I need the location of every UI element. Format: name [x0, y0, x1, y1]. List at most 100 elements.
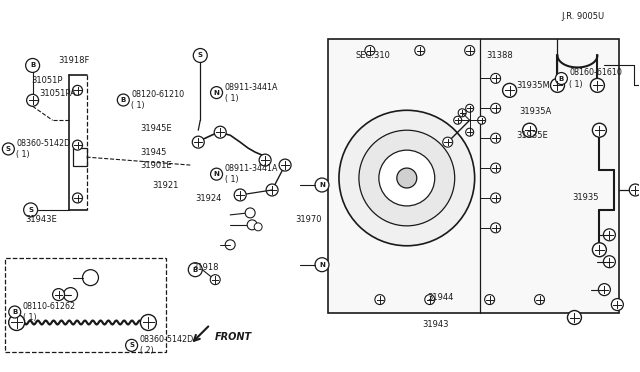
Bar — [328, 39, 620, 312]
Circle shape — [443, 137, 452, 147]
Circle shape — [9, 306, 20, 318]
Circle shape — [379, 150, 435, 206]
Bar — [4, 258, 166, 352]
Circle shape — [72, 140, 83, 150]
Circle shape — [193, 48, 207, 62]
Circle shape — [9, 314, 25, 330]
Circle shape — [491, 223, 500, 233]
Text: SEC.310: SEC.310 — [355, 51, 390, 60]
Text: 31944: 31944 — [428, 293, 454, 302]
Text: 31388: 31388 — [486, 51, 513, 60]
Text: N: N — [319, 262, 325, 268]
Circle shape — [465, 45, 475, 55]
Text: 08110-61262
( 1): 08110-61262 ( 1) — [23, 302, 76, 322]
Circle shape — [550, 78, 564, 92]
Circle shape — [225, 240, 235, 250]
Circle shape — [522, 123, 536, 137]
Circle shape — [502, 83, 516, 97]
Text: 31943: 31943 — [422, 321, 449, 330]
Circle shape — [593, 243, 606, 257]
Circle shape — [188, 263, 202, 277]
Circle shape — [259, 154, 271, 166]
Text: 31051P: 31051P — [31, 76, 63, 85]
Text: 31945: 31945 — [140, 148, 166, 157]
Text: 31918: 31918 — [192, 263, 219, 272]
Circle shape — [491, 73, 500, 83]
Text: 31970: 31970 — [296, 215, 322, 224]
Circle shape — [415, 45, 425, 55]
Text: B: B — [559, 76, 564, 81]
Circle shape — [611, 299, 623, 311]
Circle shape — [375, 295, 385, 305]
Circle shape — [425, 295, 435, 305]
Bar — [72, 148, 86, 166]
Circle shape — [491, 133, 500, 143]
Text: B: B — [12, 309, 17, 315]
Text: 08360-5142D
( 2): 08360-5142D ( 2) — [140, 335, 194, 355]
Text: 31924: 31924 — [195, 195, 222, 203]
Circle shape — [245, 208, 255, 218]
Circle shape — [140, 314, 156, 330]
Text: J.R. 9005U: J.R. 9005U — [561, 12, 605, 21]
Circle shape — [211, 87, 223, 99]
Circle shape — [315, 178, 329, 192]
Circle shape — [591, 78, 604, 92]
Text: 31935M: 31935M — [516, 81, 550, 90]
Circle shape — [491, 103, 500, 113]
Circle shape — [397, 168, 417, 188]
Circle shape — [339, 110, 475, 246]
Circle shape — [491, 163, 500, 173]
Text: 31945E: 31945E — [140, 124, 172, 133]
Circle shape — [125, 339, 138, 351]
Text: 08120-61210
( 1): 08120-61210 ( 1) — [131, 90, 184, 110]
Text: B: B — [193, 267, 198, 273]
Circle shape — [454, 116, 461, 124]
Circle shape — [458, 109, 466, 117]
Circle shape — [27, 94, 38, 106]
Circle shape — [359, 130, 454, 226]
Text: 08911-3441A
( 1): 08911-3441A ( 1) — [225, 164, 278, 184]
Circle shape — [568, 311, 581, 324]
Circle shape — [72, 86, 83, 95]
Circle shape — [604, 229, 615, 241]
Circle shape — [534, 295, 545, 305]
Circle shape — [247, 220, 257, 230]
Circle shape — [72, 193, 83, 203]
Circle shape — [24, 203, 38, 217]
Text: 08911-3441A
( 1): 08911-3441A ( 1) — [225, 83, 278, 103]
Text: FRONT: FRONT — [215, 333, 252, 343]
Circle shape — [466, 104, 474, 112]
Circle shape — [3, 143, 14, 155]
Text: S: S — [28, 207, 33, 213]
Circle shape — [556, 73, 568, 84]
Circle shape — [477, 116, 486, 124]
Text: 31943E: 31943E — [25, 215, 57, 224]
Circle shape — [117, 94, 129, 106]
Circle shape — [365, 45, 375, 55]
Circle shape — [315, 258, 329, 272]
Text: 31901E: 31901E — [140, 161, 172, 170]
Circle shape — [598, 283, 611, 296]
Circle shape — [466, 128, 474, 136]
Circle shape — [210, 275, 220, 285]
Circle shape — [214, 126, 226, 138]
Circle shape — [234, 189, 246, 201]
Text: S: S — [129, 342, 134, 348]
Text: S: S — [6, 146, 11, 152]
Circle shape — [279, 159, 291, 171]
Text: 31051PA: 31051PA — [39, 89, 76, 98]
Circle shape — [26, 58, 40, 73]
Circle shape — [254, 223, 262, 231]
Text: 31921: 31921 — [153, 182, 179, 190]
Text: N: N — [214, 171, 220, 177]
Text: 31935E: 31935E — [516, 131, 548, 141]
Text: 08160-61610
( 1): 08160-61610 ( 1) — [570, 68, 622, 89]
Text: 31935A: 31935A — [519, 108, 552, 116]
Circle shape — [629, 184, 640, 196]
Text: N: N — [214, 90, 220, 96]
Circle shape — [192, 136, 204, 148]
Text: B: B — [121, 97, 126, 103]
Circle shape — [63, 288, 77, 302]
Text: S: S — [198, 52, 203, 58]
Text: B: B — [30, 62, 35, 68]
